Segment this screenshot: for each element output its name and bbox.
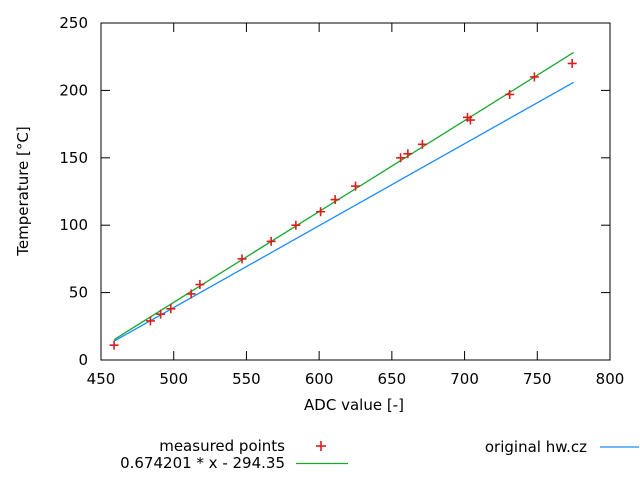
y-tick-label: 150 (59, 149, 88, 167)
x-tick-label: 650 (378, 370, 407, 388)
data-point-plus-marker (403, 149, 413, 159)
data-point-plus-marker (195, 280, 205, 290)
x-tick-label: 600 (305, 370, 334, 388)
series-fit-line (113, 51, 574, 341)
data-point-plus-marker (417, 139, 427, 149)
data-point-plus-marker (396, 153, 406, 163)
x-tick-label: 750 (523, 370, 552, 388)
y-tick-label: 50 (69, 284, 88, 302)
x-axis-title: ADC value [-] (304, 396, 404, 414)
x-tick-label: 800 (596, 370, 625, 388)
data-point-plus-marker (316, 207, 326, 217)
series-original-line (113, 81, 574, 342)
y-axis-ticks (101, 22, 610, 361)
x-tick-label: 500 (159, 370, 188, 388)
y-tick-labels: 0 50 100 150 200 250 (59, 14, 88, 369)
x-tick-labels: 450 500 550 600 650 700 750 800 (87, 370, 625, 388)
data-point-plus-marker (266, 236, 276, 246)
y-tick-label: 100 (59, 216, 88, 234)
data-point-plus-marker (109, 340, 119, 350)
y-tick-label: 0 (78, 351, 88, 369)
data-point-plus-marker (237, 254, 247, 264)
x-axis-ticks (100, 23, 611, 360)
plot-border (100, 22, 611, 361)
data-point-plus-marker (186, 289, 196, 299)
series-measured-points (109, 58, 577, 350)
data-point-plus-marker (291, 220, 301, 230)
y-axis-title: Temperature [°C] (14, 126, 32, 256)
x-tick-label: 450 (87, 370, 116, 388)
legend-label-original-hwcz: original hw.cz (484, 438, 587, 456)
legend-plus-icon (316, 441, 326, 451)
data-point-plus-marker (465, 115, 475, 125)
data-point-plus-marker (505, 89, 515, 99)
data-point-plus-marker (351, 181, 360, 191)
data-point-plus-marker (166, 304, 176, 314)
data-point-plus-marker (529, 72, 539, 82)
x-tick-label: 700 (450, 370, 479, 388)
data-point-plus-marker (567, 58, 577, 68)
data-point-plus-marker (156, 309, 166, 319)
legend-label-measured-points: measured points (159, 437, 285, 455)
x-tick-label: 550 (232, 370, 261, 388)
y-tick-label: 200 (59, 81, 88, 99)
legend-label-fit-formula: 0.674201 * x - 294.35 (120, 454, 285, 472)
y-tick-label: 250 (59, 14, 88, 32)
data-point-plus-marker (145, 316, 155, 326)
data-point-plus-marker (330, 195, 340, 205)
